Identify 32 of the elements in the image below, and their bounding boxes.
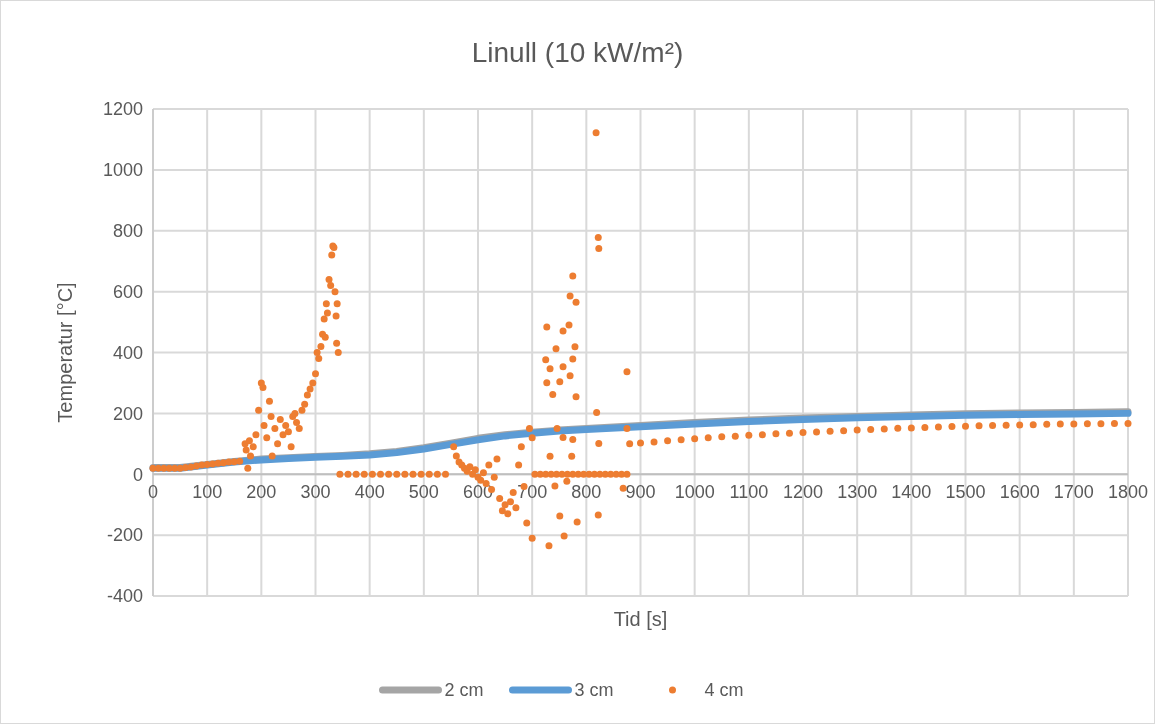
y-tick-label: -400 [106, 586, 143, 607]
chart-title: Linull (10 kW/m²) [471, 37, 684, 68]
y-axis-title: Temperatur [°C] [54, 282, 76, 423]
x-tick-label: 1800 [1107, 482, 1149, 503]
y-tick-label: 1000 [102, 160, 143, 181]
x-tick-label: 900 [625, 482, 656, 503]
legend-label: 4 cm [704, 680, 744, 701]
x-tick-label: 1700 [1053, 482, 1094, 503]
y-tick-label: 200 [112, 403, 143, 424]
x-tick-label: 1300 [837, 482, 878, 503]
y-tick-label: 400 [112, 342, 143, 363]
x-tick-label: 800 [571, 482, 602, 503]
legend-label: 2 cm [444, 680, 484, 701]
x-axis-title: Tid [s] [613, 608, 668, 630]
y-tick-label: -200 [106, 525, 143, 546]
x-tick-label: 1000 [674, 482, 715, 503]
x-tick-label: 500 [408, 482, 439, 503]
x-tick-label: 300 [300, 482, 331, 503]
x-tick-label: 1100 [729, 482, 769, 503]
legend-label: 3 cm [574, 680, 614, 701]
x-tick-label: 100 [192, 482, 223, 503]
x-tick-label: 0 [147, 482, 159, 503]
y-tick-label: 800 [112, 221, 143, 242]
x-tick-label: 400 [354, 482, 385, 503]
y-tick-label: 0 [132, 464, 143, 485]
y-tick-label: 600 [112, 281, 143, 302]
x-tick-label: 1400 [891, 482, 932, 503]
x-tick-label: 1600 [999, 482, 1040, 503]
x-tick-label: 200 [246, 482, 277, 503]
x-tick-label: 1500 [945, 482, 986, 503]
y-tick-label: 1200 [102, 99, 143, 120]
x-tick-label: 1200 [782, 482, 824, 503]
